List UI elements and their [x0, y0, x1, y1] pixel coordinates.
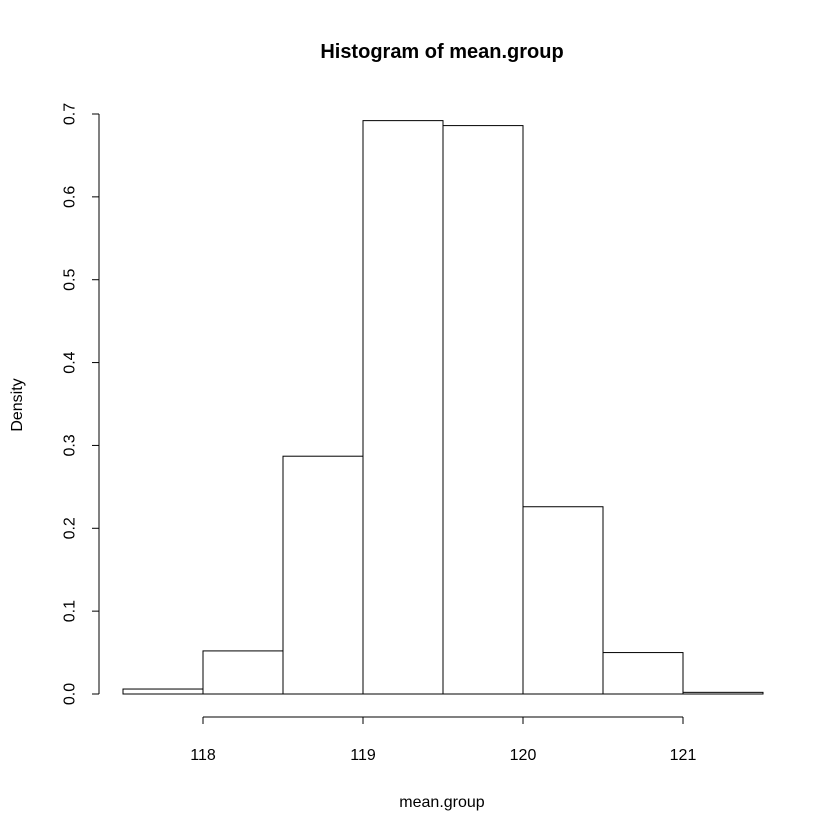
- x-tick-label-119: 119: [350, 747, 376, 764]
- histogram-bars: [122, 120, 764, 695]
- histogram-bar-6: [522, 506, 604, 695]
- histogram-bar-1: [122, 688, 204, 695]
- histogram-bar-2: [202, 650, 284, 695]
- histogram-bar-5: [442, 125, 524, 695]
- y-tick-label-2: 0.2: [62, 517, 79, 539]
- y-tick-label-1: 0.1: [62, 600, 79, 622]
- histogram-bar-7: [602, 652, 684, 695]
- x-tick-label-120: 120: [510, 747, 537, 764]
- y-axis-label: Density: [9, 378, 26, 431]
- histogram-bar-8: [682, 691, 764, 695]
- x-axis-label: mean.group: [399, 794, 484, 811]
- y-tick-label-5: 0.5: [62, 268, 79, 290]
- y-tick-label-3: 0.3: [62, 434, 79, 456]
- histogram-bar-3: [282, 455, 364, 695]
- y-tick-label-7: 0.7: [62, 103, 79, 125]
- chart-title: Histogram of mean.group: [320, 41, 563, 63]
- y-tick-label-0: 0.0: [62, 683, 79, 705]
- histogram-bar-4: [362, 120, 444, 695]
- y-axis: 0.0 0.1 0.2 0.3 0.4 0.5 0.6 0.7: [62, 103, 100, 705]
- y-tick-label-4: 0.4: [62, 351, 79, 373]
- x-tick-label-121: 121: [670, 747, 697, 764]
- x-tick-label-118: 118: [190, 747, 216, 764]
- x-axis: 118 119 120 121: [190, 716, 697, 764]
- y-tick-label-6: 0.6: [62, 186, 79, 208]
